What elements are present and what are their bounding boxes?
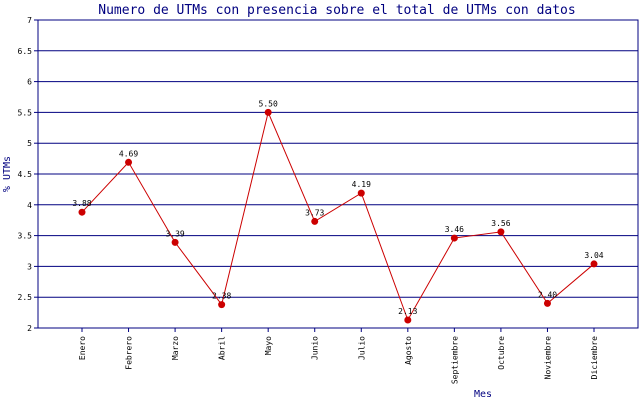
y-tick-label: 3.5 [18, 232, 33, 241]
data-point [590, 260, 598, 268]
y-tick-label: 5 [27, 139, 32, 148]
y-tick-label: 4 [27, 201, 32, 210]
data-point [404, 316, 412, 324]
data-point [125, 158, 133, 166]
grid-lines [38, 19, 638, 329]
data-point [171, 238, 179, 246]
x-axis-label: Mes [474, 389, 492, 400]
data-label: 2.13 [398, 307, 417, 316]
data-label: 3.46 [445, 225, 464, 234]
series-markers [78, 108, 598, 324]
y-tick-label: 2 [27, 324, 32, 333]
x-axis-ticks: Enero Febrero Marzo Abril Mayo Junio Julio Agos… [78, 328, 599, 384]
data-labels: 3.88 4.69 3.39 2.38 5.50 3.73 4.19 2.13 3.46 3.56… [72, 99, 603, 316]
y-tick-label: 3 [27, 262, 32, 271]
data-point [450, 234, 458, 242]
data-label: 3.88 [72, 199, 91, 208]
y-tick-label: 5.5 [18, 108, 33, 117]
data-label: 3.04 [584, 251, 603, 260]
y-tick-label: 2.5 [18, 293, 33, 302]
y-axis-label: % UTMs [2, 156, 13, 192]
data-point [357, 189, 365, 197]
data-point [218, 301, 226, 309]
data-label: 3.39 [165, 229, 184, 238]
data-label: 4.19 [352, 180, 371, 189]
data-label: 3.73 [305, 208, 324, 217]
x-tick-label: Septiembre [450, 336, 459, 384]
y-tick-label: 7 [27, 16, 32, 25]
data-label: 4.69 [119, 149, 138, 158]
y-tick-label: 6.5 [18, 47, 33, 56]
data-label: 2.40 [538, 290, 557, 299]
y-axis-ticks: 2 2.5 3 3.5 4 4.5 5 5.5 6 6.5 7 [18, 16, 38, 333]
data-label: 2.38 [212, 292, 231, 301]
y-tick-label: 4.5 [18, 170, 33, 179]
x-tick-label: Octubre [497, 336, 506, 370]
series-line [81, 110, 595, 322]
x-tick-label: Diciembre [590, 336, 599, 380]
x-tick-label: Febrero [125, 336, 134, 370]
data-point [264, 108, 272, 116]
y-tick-label: 6 [27, 78, 32, 87]
chart-title: Numero de UTMs con presencia sobre el to… [98, 3, 575, 18]
x-tick-label: Enero [78, 336, 87, 360]
x-tick-label: Agosto [404, 336, 413, 365]
x-tick-label: Julio [357, 336, 366, 360]
series-polyline [81, 110, 595, 322]
data-label: 3.56 [491, 219, 510, 228]
x-tick-label: Noviembre [543, 336, 552, 380]
data-point [78, 208, 86, 216]
x-tick-label: Abril [218, 336, 227, 360]
x-tick-label: Junio [311, 336, 320, 360]
data-label: 5.50 [259, 99, 278, 108]
x-tick-label: Mayo [264, 336, 273, 355]
data-point [543, 299, 551, 307]
x-tick-label: Marzo [171, 336, 180, 360]
data-point [311, 217, 319, 225]
data-point [497, 228, 505, 236]
